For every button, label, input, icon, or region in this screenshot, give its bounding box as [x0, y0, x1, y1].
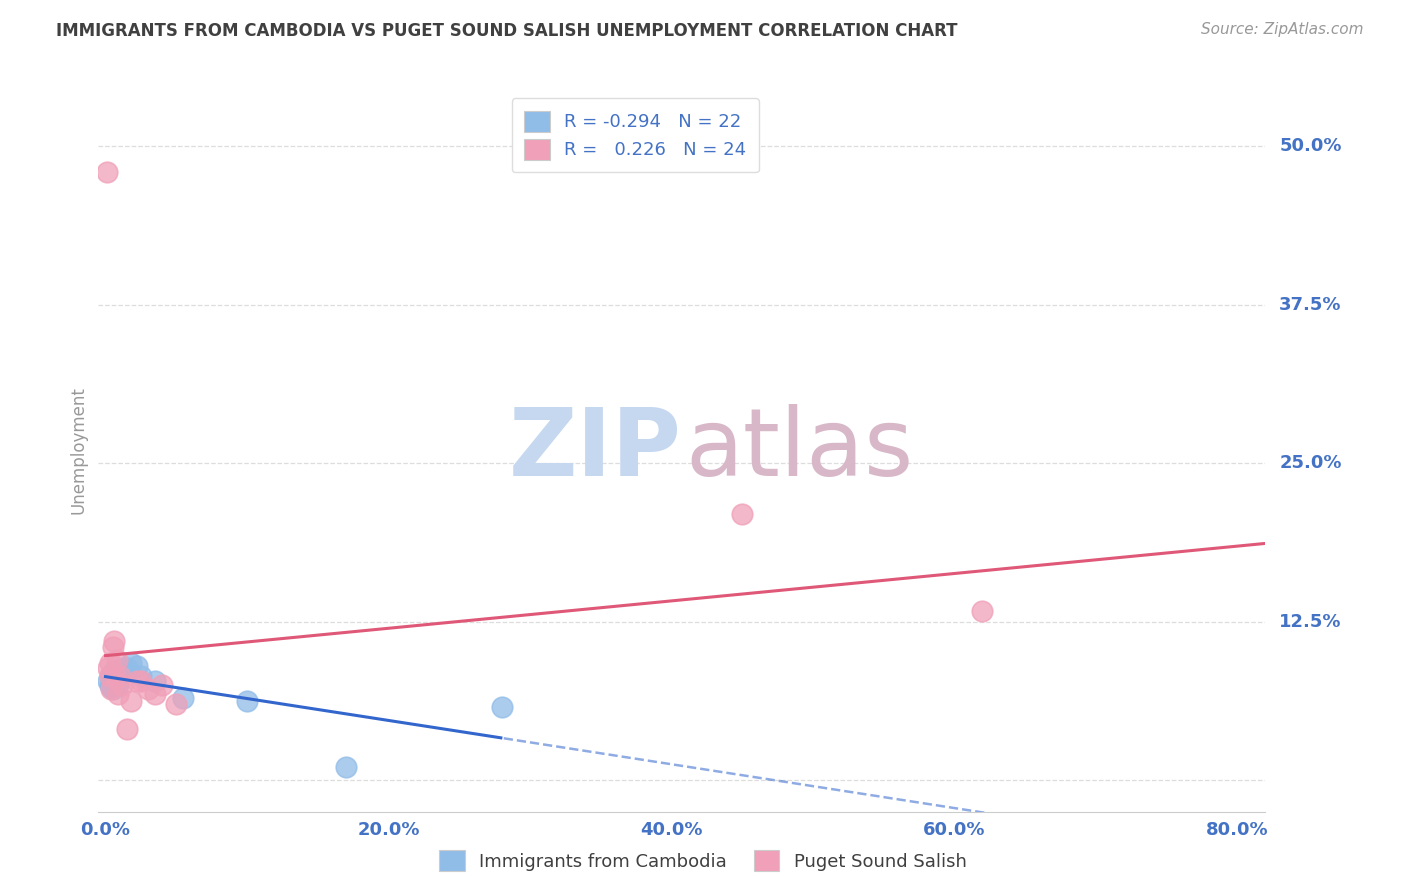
Y-axis label: Unemployment: Unemployment: [69, 386, 87, 515]
Point: [98, 669, 121, 683]
Point: [96, 164, 118, 178]
Point: [236, 694, 259, 708]
Point: [100, 681, 122, 695]
Text: 37.5%: 37.5%: [1279, 295, 1341, 314]
Point: [105, 652, 128, 666]
Point: [100, 672, 122, 686]
Point: [143, 674, 166, 689]
Point: [120, 657, 142, 671]
Point: [108, 669, 131, 683]
Point: [165, 697, 187, 711]
Point: [111, 661, 134, 675]
Point: [103, 633, 125, 648]
Point: [100, 681, 122, 696]
Text: atlas: atlas: [685, 404, 914, 497]
Point: [97, 674, 120, 689]
Point: [101, 681, 124, 696]
Text: ZIP: ZIP: [509, 404, 682, 497]
Point: [120, 694, 142, 708]
Point: [101, 640, 124, 654]
Point: [108, 669, 131, 683]
Point: [105, 674, 128, 689]
Point: [98, 678, 121, 692]
Point: [101, 665, 124, 680]
Point: [335, 760, 357, 774]
Point: [172, 690, 194, 705]
Point: [491, 699, 513, 714]
Point: [104, 669, 127, 683]
Point: [125, 659, 148, 673]
Point: [103, 668, 125, 682]
Point: [111, 678, 134, 692]
Text: 50.0%: 50.0%: [1279, 137, 1341, 155]
Point: [107, 676, 129, 690]
Text: 25.0%: 25.0%: [1279, 454, 1341, 472]
Point: [129, 669, 152, 683]
Point: [115, 661, 138, 675]
Point: [107, 687, 129, 701]
Text: Source: ZipAtlas.com: Source: ZipAtlas.com: [1201, 22, 1364, 37]
Point: [150, 678, 173, 692]
Point: [731, 507, 754, 521]
Legend: R = -0.294   N = 22, R =   0.226   N = 24: R = -0.294 N = 22, R = 0.226 N = 24: [512, 98, 759, 172]
Legend: Immigrants from Cambodia, Puget Sound Salish: Immigrants from Cambodia, Puget Sound Sa…: [432, 843, 974, 879]
Point: [125, 674, 148, 689]
Point: [98, 669, 121, 683]
Point: [97, 661, 120, 675]
Point: [98, 657, 121, 671]
Point: [972, 604, 994, 618]
Point: [143, 687, 166, 701]
Point: [115, 723, 138, 737]
Point: [136, 681, 159, 696]
Text: IMMIGRANTS FROM CAMBODIA VS PUGET SOUND SALISH UNEMPLOYMENT CORRELATION CHART: IMMIGRANTS FROM CAMBODIA VS PUGET SOUND …: [56, 22, 957, 40]
Point: [129, 674, 152, 689]
Point: [104, 672, 127, 686]
Text: 12.5%: 12.5%: [1279, 613, 1341, 631]
